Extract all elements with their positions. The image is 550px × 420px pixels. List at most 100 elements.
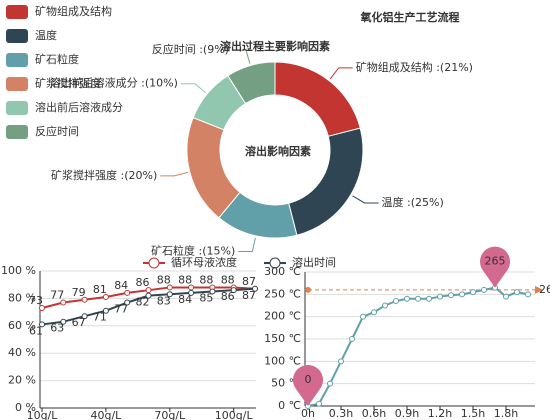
data-point xyxy=(166,284,173,291)
data-label: 61 xyxy=(29,324,43,337)
data-label: 84 xyxy=(178,293,192,306)
data-label: 67 xyxy=(72,316,86,329)
slice-label: 矿浆搅拌强度 :(20%) xyxy=(51,168,157,182)
y-tick-label: 100 ℃ xyxy=(264,354,301,367)
legend-label: 矿物组成及结构 xyxy=(35,4,112,18)
slice-label: 矿物组成及结构 :(21%) xyxy=(356,60,473,74)
legend-label: 循环母液浓度 xyxy=(171,255,237,269)
data-label: 88 xyxy=(178,273,192,286)
mark-pin xyxy=(293,365,323,406)
data-point xyxy=(60,299,67,306)
data-point xyxy=(39,304,45,311)
data-point xyxy=(327,380,333,387)
legend-label: 溶出时间 xyxy=(292,255,336,269)
data-point xyxy=(124,299,131,306)
data-label: 71 xyxy=(93,311,107,324)
x-tick-label: 10g/L xyxy=(27,409,59,420)
y-tick-label: 150 ℃ xyxy=(264,332,301,345)
mark-line-label: 260 xyxy=(539,283,550,296)
page-title: 溶出过程主要影响因素 xyxy=(220,39,330,53)
data-point xyxy=(102,294,109,301)
data-point xyxy=(81,313,88,320)
label-leader xyxy=(352,195,379,204)
data-point xyxy=(404,295,410,302)
data-point xyxy=(39,321,45,328)
data-label: 86 xyxy=(221,290,235,303)
x-tick-label: 0.6h xyxy=(362,407,386,420)
x-tick-label: 1.5h xyxy=(461,407,485,420)
x-tick-label: 100g/L xyxy=(215,409,254,420)
data-label: 88 xyxy=(221,273,235,286)
slice-label: 溶出前后溶液成分 :(10%) xyxy=(50,76,178,90)
y-tick-label: 0 ℃ xyxy=(278,399,301,412)
legend-label: 矿石粒度 xyxy=(35,52,79,66)
data-point xyxy=(481,286,487,293)
y-tick-label: 60 % xyxy=(8,319,36,332)
data-point xyxy=(166,291,173,298)
series-line xyxy=(307,286,529,407)
data-label: 79 xyxy=(72,286,86,299)
page-subtitle: 氧化铝生产工艺流程 xyxy=(360,10,460,24)
label-leader xyxy=(231,49,251,64)
y-tick-label: 0 % xyxy=(15,401,36,414)
x-tick-label: 1.8h xyxy=(494,407,518,420)
y-tick-label: 300 ℃ xyxy=(264,265,301,278)
data-point xyxy=(371,309,377,316)
legend-label: 温度 xyxy=(35,28,57,42)
slice-label: 矿石粒度 :(15%) xyxy=(151,243,235,257)
data-label: 85 xyxy=(199,292,213,305)
legend-label: 反应时间 xyxy=(35,124,79,138)
lines-layer: 0 % 20 % 40 % 60 % 80 % 100 % 10g/L 40g/L 70g/L 1… xyxy=(1,246,550,420)
data-point xyxy=(393,298,399,305)
data-label: 88 xyxy=(157,273,171,286)
y-tick-label: 100 % xyxy=(1,264,36,277)
data-point xyxy=(448,292,454,299)
data-label: 63 xyxy=(50,322,64,335)
x-tick-label: 0.9h xyxy=(395,407,419,420)
pie-slice xyxy=(274,61,361,137)
data-point xyxy=(459,291,465,298)
legend-swatch xyxy=(6,5,28,19)
data-point xyxy=(338,358,344,365)
data-label: 81 xyxy=(93,283,107,296)
y-tick-label: 80 % xyxy=(8,291,36,304)
legend-label: 溶出前后溶液成分 xyxy=(35,100,123,114)
data-point xyxy=(503,293,509,300)
data-point xyxy=(188,289,195,296)
data-point xyxy=(437,293,443,300)
data-label: 86 xyxy=(136,276,150,289)
data-label: 82 xyxy=(136,296,150,309)
data-label: 87 xyxy=(242,275,256,288)
legend-swatch xyxy=(6,77,28,91)
data-point xyxy=(124,289,131,296)
data-label: 88 xyxy=(199,273,213,286)
y-tick-label: 20 % xyxy=(8,374,36,387)
label-leader xyxy=(329,67,353,80)
data-point xyxy=(252,285,258,292)
mark-pin xyxy=(480,246,511,288)
data-label: 87 xyxy=(242,289,256,302)
data-point xyxy=(102,307,109,314)
data-label: 73 xyxy=(29,294,43,307)
y-tick-label: 40 % xyxy=(8,346,36,359)
pie-slice xyxy=(227,61,276,105)
mark-line-start xyxy=(305,286,311,293)
data-label: 77 xyxy=(114,303,128,316)
data-point xyxy=(470,289,476,296)
data-label: 83 xyxy=(157,294,171,307)
data-point xyxy=(209,288,216,295)
legend-swatch xyxy=(6,101,28,115)
legend-marker xyxy=(269,257,281,269)
data-point xyxy=(349,336,355,342)
label-leader xyxy=(238,237,256,252)
mark-pin-label: 0 xyxy=(305,373,312,386)
slice-label: 反应时间 :(9%) xyxy=(152,42,229,56)
data-point xyxy=(525,291,531,298)
slice-label: 温度 :(25%) xyxy=(382,195,444,209)
label-leader xyxy=(160,171,188,177)
mark-line-arrow xyxy=(535,285,543,294)
x-tick-label: 0h xyxy=(301,407,315,420)
y-tick-label: 200 ℃ xyxy=(264,310,301,323)
